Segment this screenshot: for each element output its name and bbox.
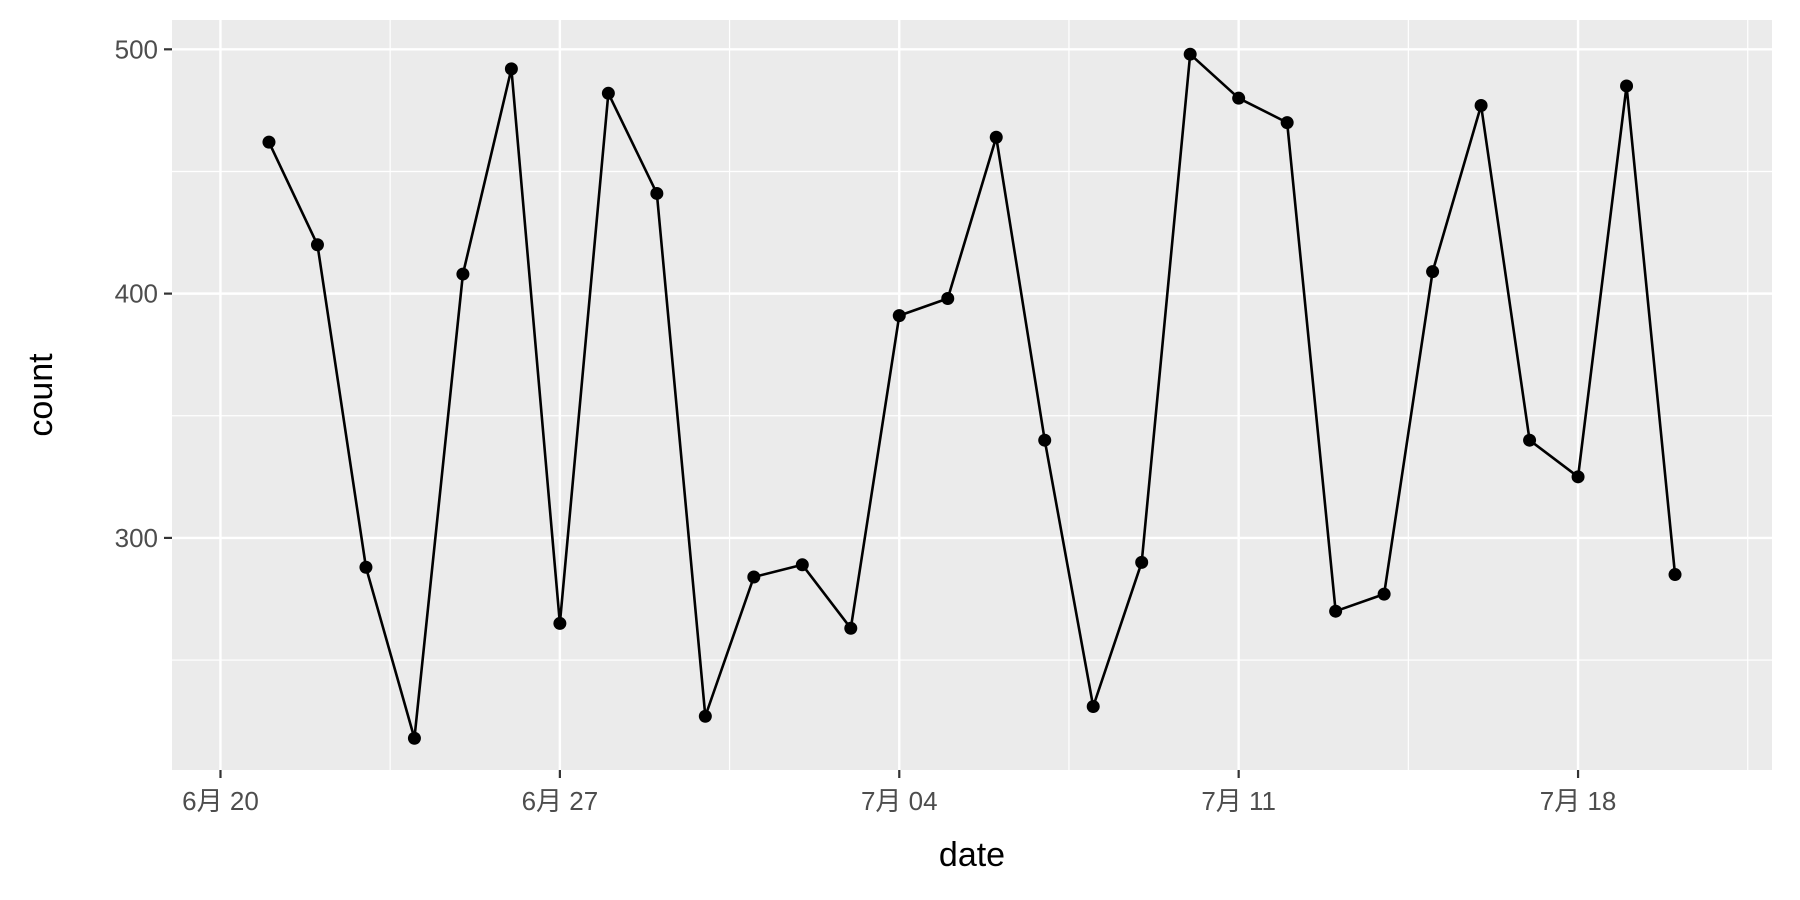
data-point [1038,433,1052,447]
data-point [795,558,809,572]
y-tick-label: 400 [115,279,158,309]
data-point [1474,99,1488,113]
data-point [1135,555,1149,569]
data-point [1668,568,1682,582]
data-point [1086,699,1100,713]
data-points [262,47,1682,745]
data-point [650,186,664,200]
data-point [601,86,615,100]
y-tick-label: 500 [115,34,158,64]
data-point [359,560,373,574]
data-point [844,621,858,635]
plot-panel [172,20,1772,770]
data-point [747,570,761,584]
data-point [1377,587,1391,601]
data-point [1183,47,1197,61]
data-point [1523,433,1537,447]
y-axis-title: count [22,353,60,437]
data-point [407,731,421,745]
data-point [310,238,324,252]
data-point [553,616,567,630]
data-point [1426,265,1440,279]
data-point [1232,91,1246,105]
data-point [1620,79,1634,93]
series-line-group [267,52,1677,740]
data-point [892,309,906,323]
data-point [456,267,470,281]
major-gridlines [172,20,1772,770]
x-axis-ticks: 6月 20 6月 27 7月 04 7月 11 7月 18 [182,770,1616,816]
x-tick-label: 6月 20 [182,786,259,816]
x-tick-label: 7月 04 [861,786,938,816]
x-tick-label: 7月 18 [1540,786,1617,816]
x-tick-label: 6月 27 [522,786,599,816]
data-point [1280,116,1294,130]
data-point [698,709,712,723]
minor-gridlines [172,20,1772,770]
y-axis-ticks: 300 400 500 [115,34,172,553]
x-axis-title: date [939,836,1005,874]
data-point [504,62,518,76]
data-point [941,292,955,306]
data-point [989,130,1003,144]
x-tick-label: 7月 11 [1201,786,1276,816]
y-tick-label: 300 [115,523,158,553]
series-line [267,52,1677,740]
data-point [262,135,276,149]
data-point [1571,470,1585,484]
data-point [1329,604,1343,618]
